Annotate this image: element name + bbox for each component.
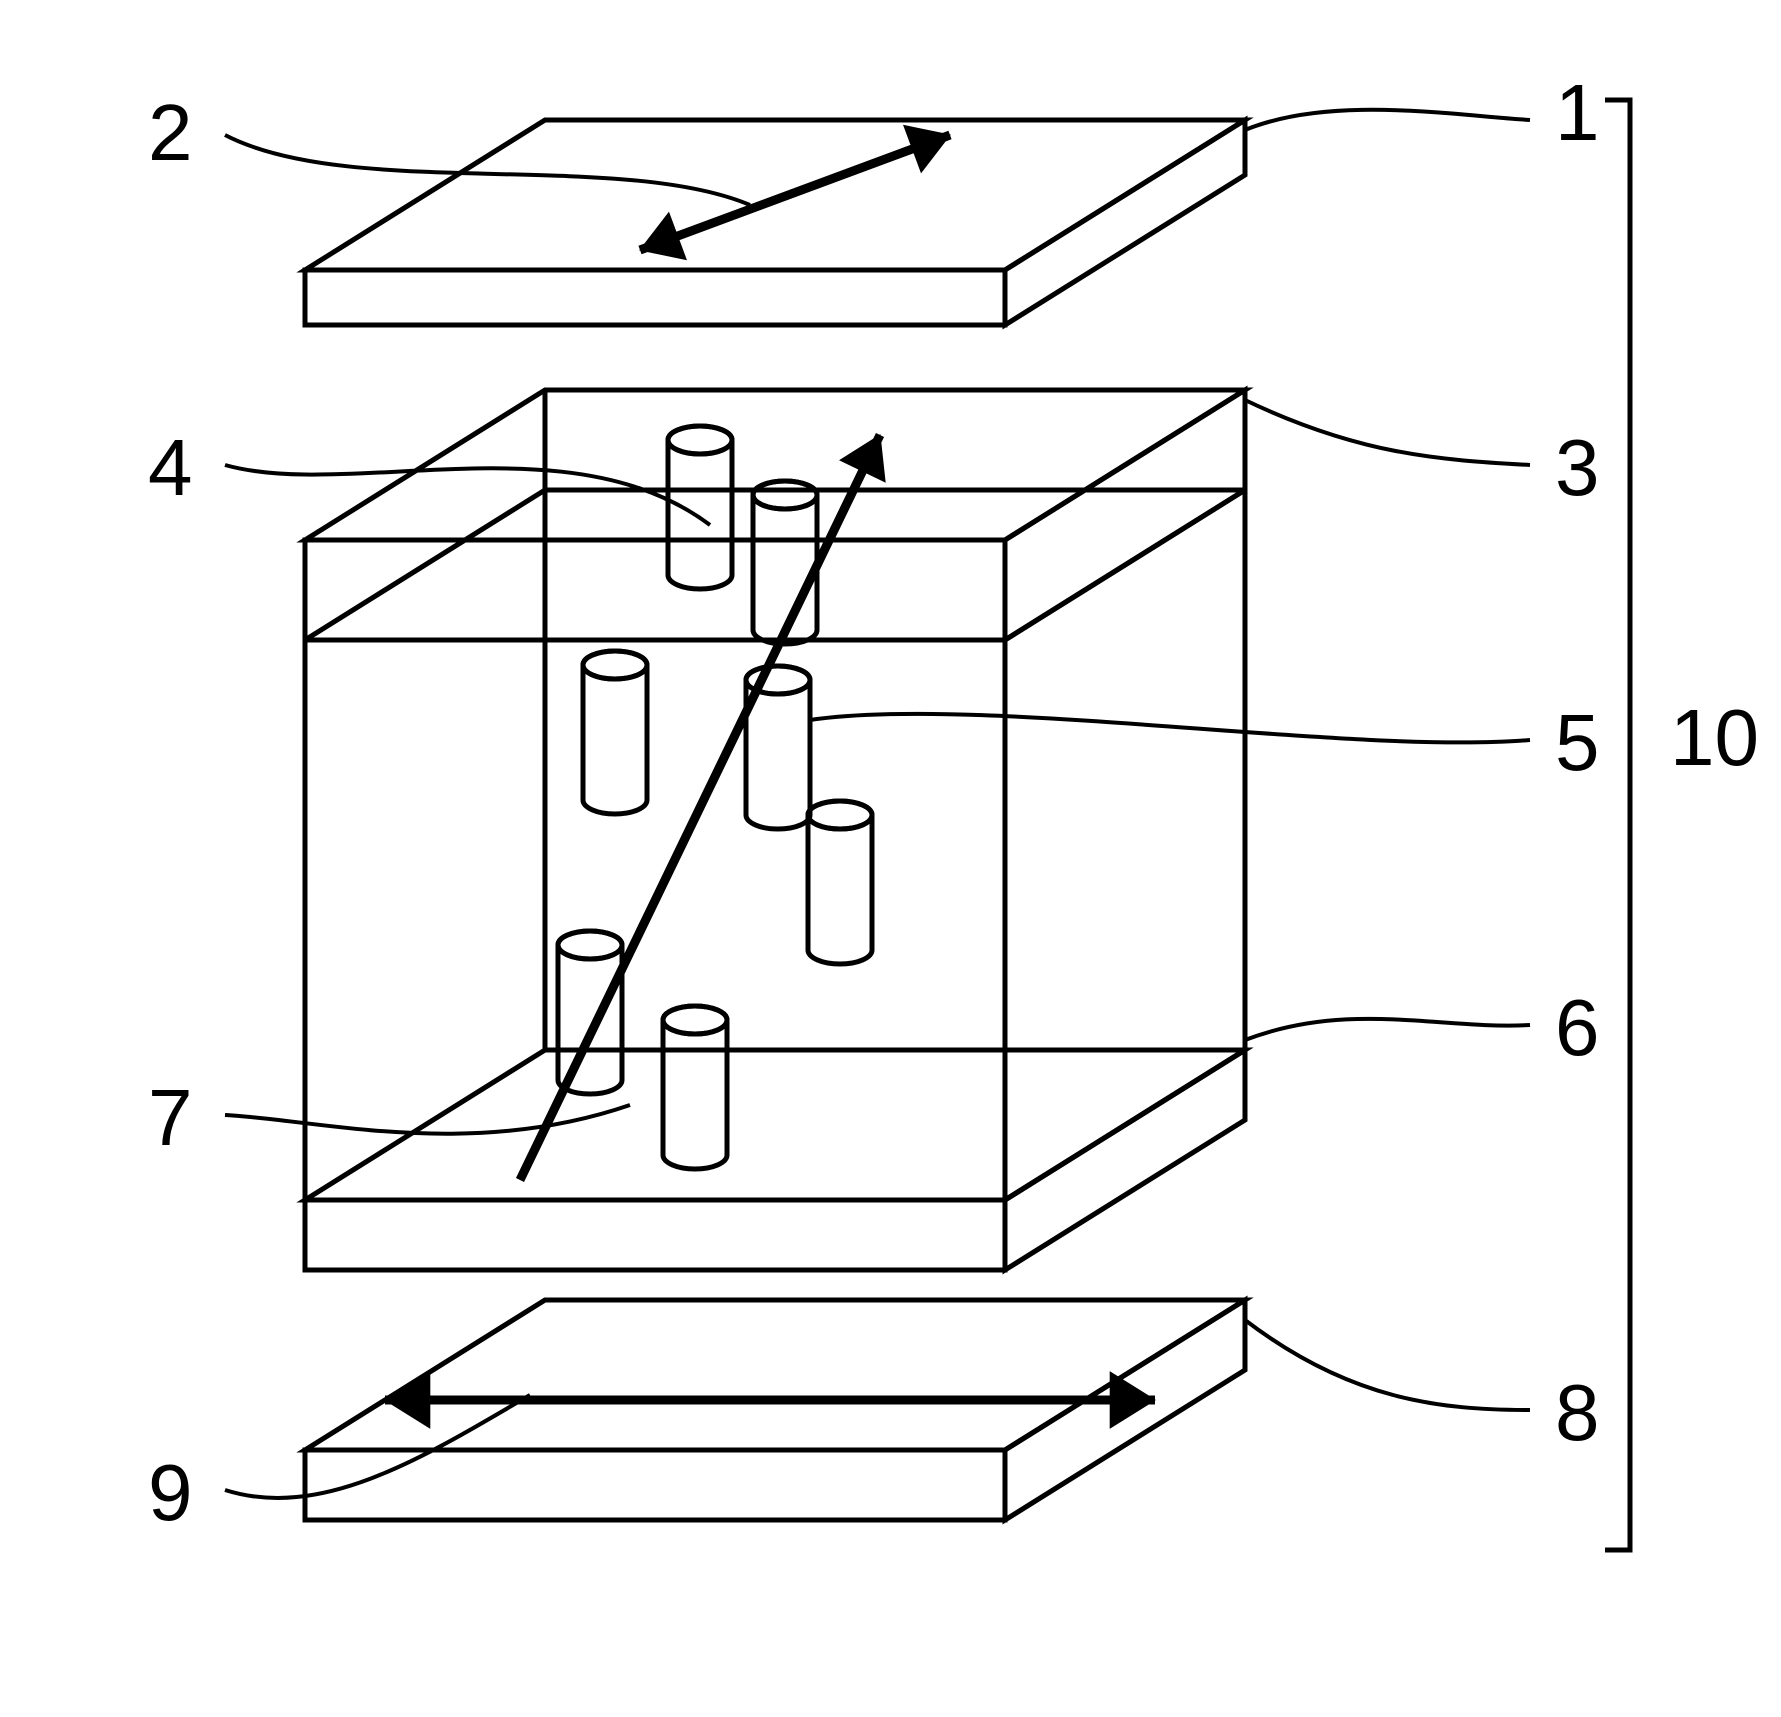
slab-top-face [305, 120, 1245, 270]
leader-n2 [225, 135, 750, 205]
leader-n3 [1245, 400, 1530, 465]
cylinder-body [808, 815, 872, 964]
label-n5: 5 [1555, 698, 1600, 787]
slab-front-face [305, 540, 1005, 640]
arrow-line [520, 435, 880, 1180]
label-n2: 2 [148, 88, 193, 177]
assembly [305, 120, 1245, 1520]
bracket [1605, 100, 1630, 1550]
leader-n9 [225, 1395, 530, 1498]
arrow-line [640, 135, 950, 250]
leader-n4 [225, 465, 710, 525]
slab-top-face [305, 1300, 1245, 1450]
cylinder-top-cap [663, 1006, 727, 1034]
slab-hidden-left-bottom [305, 490, 545, 640]
middle-box [305, 390, 1245, 1270]
arrow-head [385, 1372, 430, 1428]
cylinder-body [668, 440, 732, 589]
label-n1: 1 [1555, 68, 1600, 157]
leader-n8 [1245, 1320, 1530, 1410]
cylinders [558, 426, 872, 1169]
leader-lines [225, 110, 1530, 1498]
leader-n6 [1245, 1019, 1530, 1040]
cylinder-top-cap [583, 651, 647, 679]
label-n6: 6 [1555, 983, 1600, 1072]
label-n8: 8 [1555, 1368, 1600, 1457]
cylinder-top-cap [753, 481, 817, 509]
body-floor-front [305, 1200, 1005, 1270]
body-right [1005, 490, 1245, 1200]
slab-top-face [305, 390, 1245, 540]
body-floor-right [1005, 1050, 1245, 1270]
leader-n1 [1245, 110, 1530, 130]
cylinder-top-cap [808, 801, 872, 829]
cylinder-top-cap [558, 931, 622, 959]
label-n4: 4 [148, 423, 193, 512]
slab-right-face [1005, 120, 1245, 325]
cylinder-top-cap [668, 426, 732, 454]
slab-front-face [305, 270, 1005, 325]
label-n7: 7 [148, 1073, 193, 1162]
leader-n5 [810, 714, 1530, 743]
cylinder-body [583, 665, 647, 814]
leader-n7 [225, 1105, 630, 1134]
top-plate [305, 120, 1245, 325]
label-n3: 3 [1555, 423, 1600, 512]
label-n9: 9 [148, 1448, 193, 1537]
label-n10: 10 [1670, 693, 1759, 782]
labels: 1 2 3 4 5 6 7 8 9 10 [148, 68, 1759, 1537]
body-floor [305, 1050, 1245, 1200]
body-front [305, 640, 1005, 1200]
bottom-plate [305, 1300, 1245, 1520]
cylinder-body [663, 1020, 727, 1169]
arrow-head [1110, 1372, 1155, 1428]
